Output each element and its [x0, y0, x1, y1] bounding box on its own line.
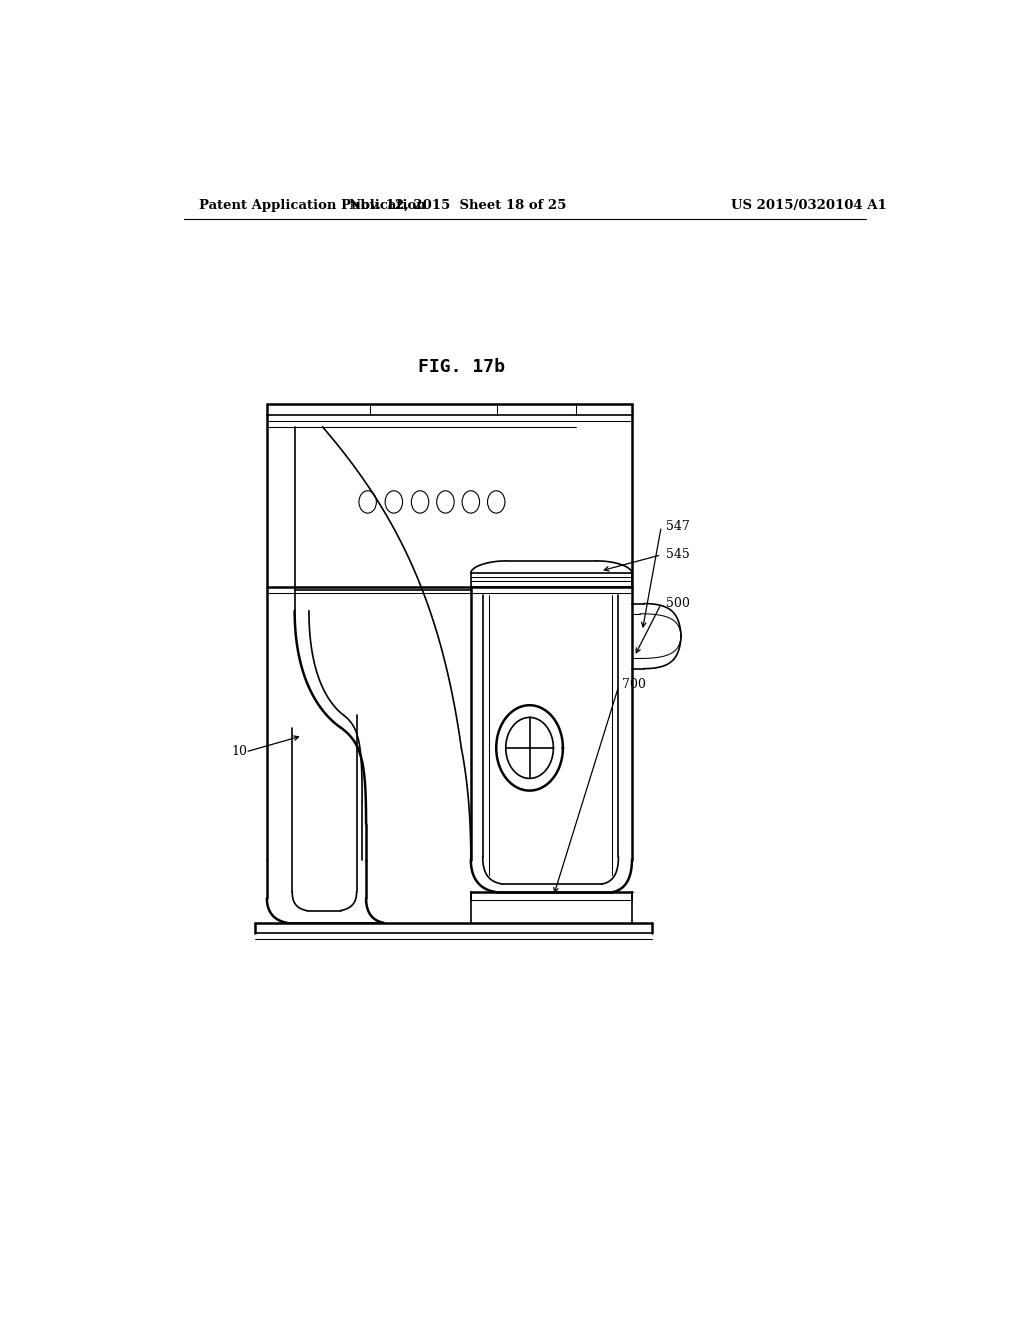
- Text: US 2015/0320104 A1: US 2015/0320104 A1: [731, 198, 887, 211]
- Text: Patent Application Publication: Patent Application Publication: [200, 198, 426, 211]
- Text: 545: 545: [666, 548, 690, 561]
- Text: 500: 500: [666, 597, 690, 610]
- Text: 547: 547: [666, 520, 690, 533]
- Text: 700: 700: [622, 678, 645, 692]
- Text: FIG. 17b: FIG. 17b: [418, 358, 505, 376]
- Text: Nov. 12, 2015  Sheet 18 of 25: Nov. 12, 2015 Sheet 18 of 25: [348, 198, 566, 211]
- Text: 10: 10: [231, 746, 247, 759]
